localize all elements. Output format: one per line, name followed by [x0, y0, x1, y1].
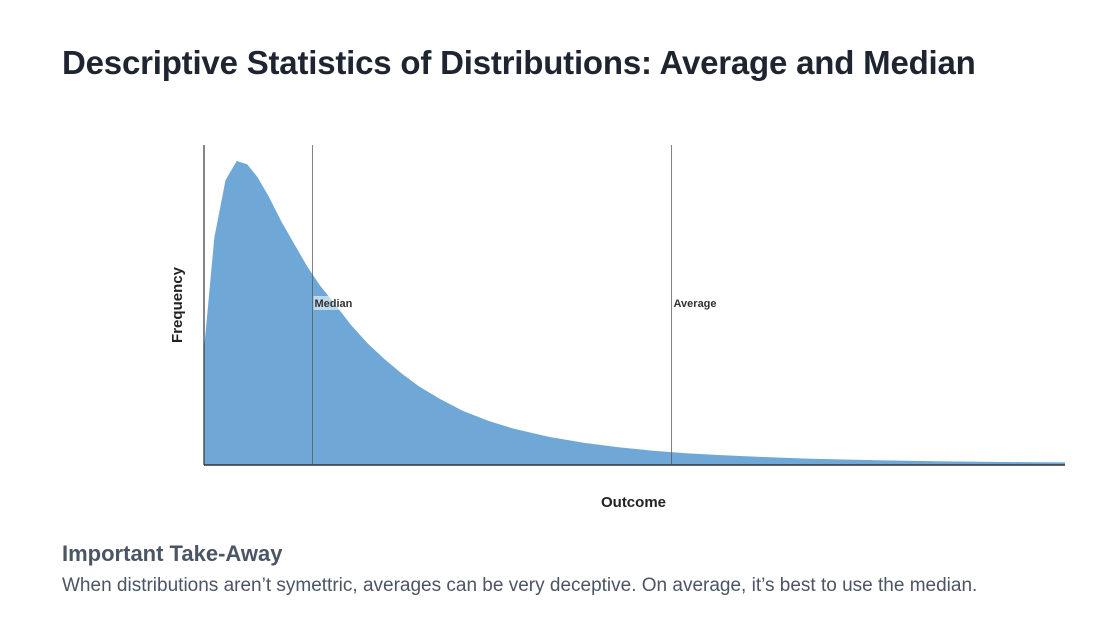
reference-label-average: Average: [674, 298, 717, 310]
x-axis-label: Outcome: [601, 494, 666, 511]
page-title: Descriptive Statistics of Distributions:…: [62, 44, 976, 81]
reference-label-background: [672, 296, 721, 310]
reference-label-background: [313, 296, 356, 310]
distribution-area: [204, 161, 1065, 465]
reference-lines: Median Average: [311, 145, 721, 465]
takeaway-heading: Important Take-Away: [62, 541, 283, 566]
takeaway-text: When distributions aren’t symettric, ave…: [62, 575, 978, 596]
y-axis-label: Frequency: [169, 266, 186, 343]
reference-label-median: Median: [314, 298, 352, 310]
